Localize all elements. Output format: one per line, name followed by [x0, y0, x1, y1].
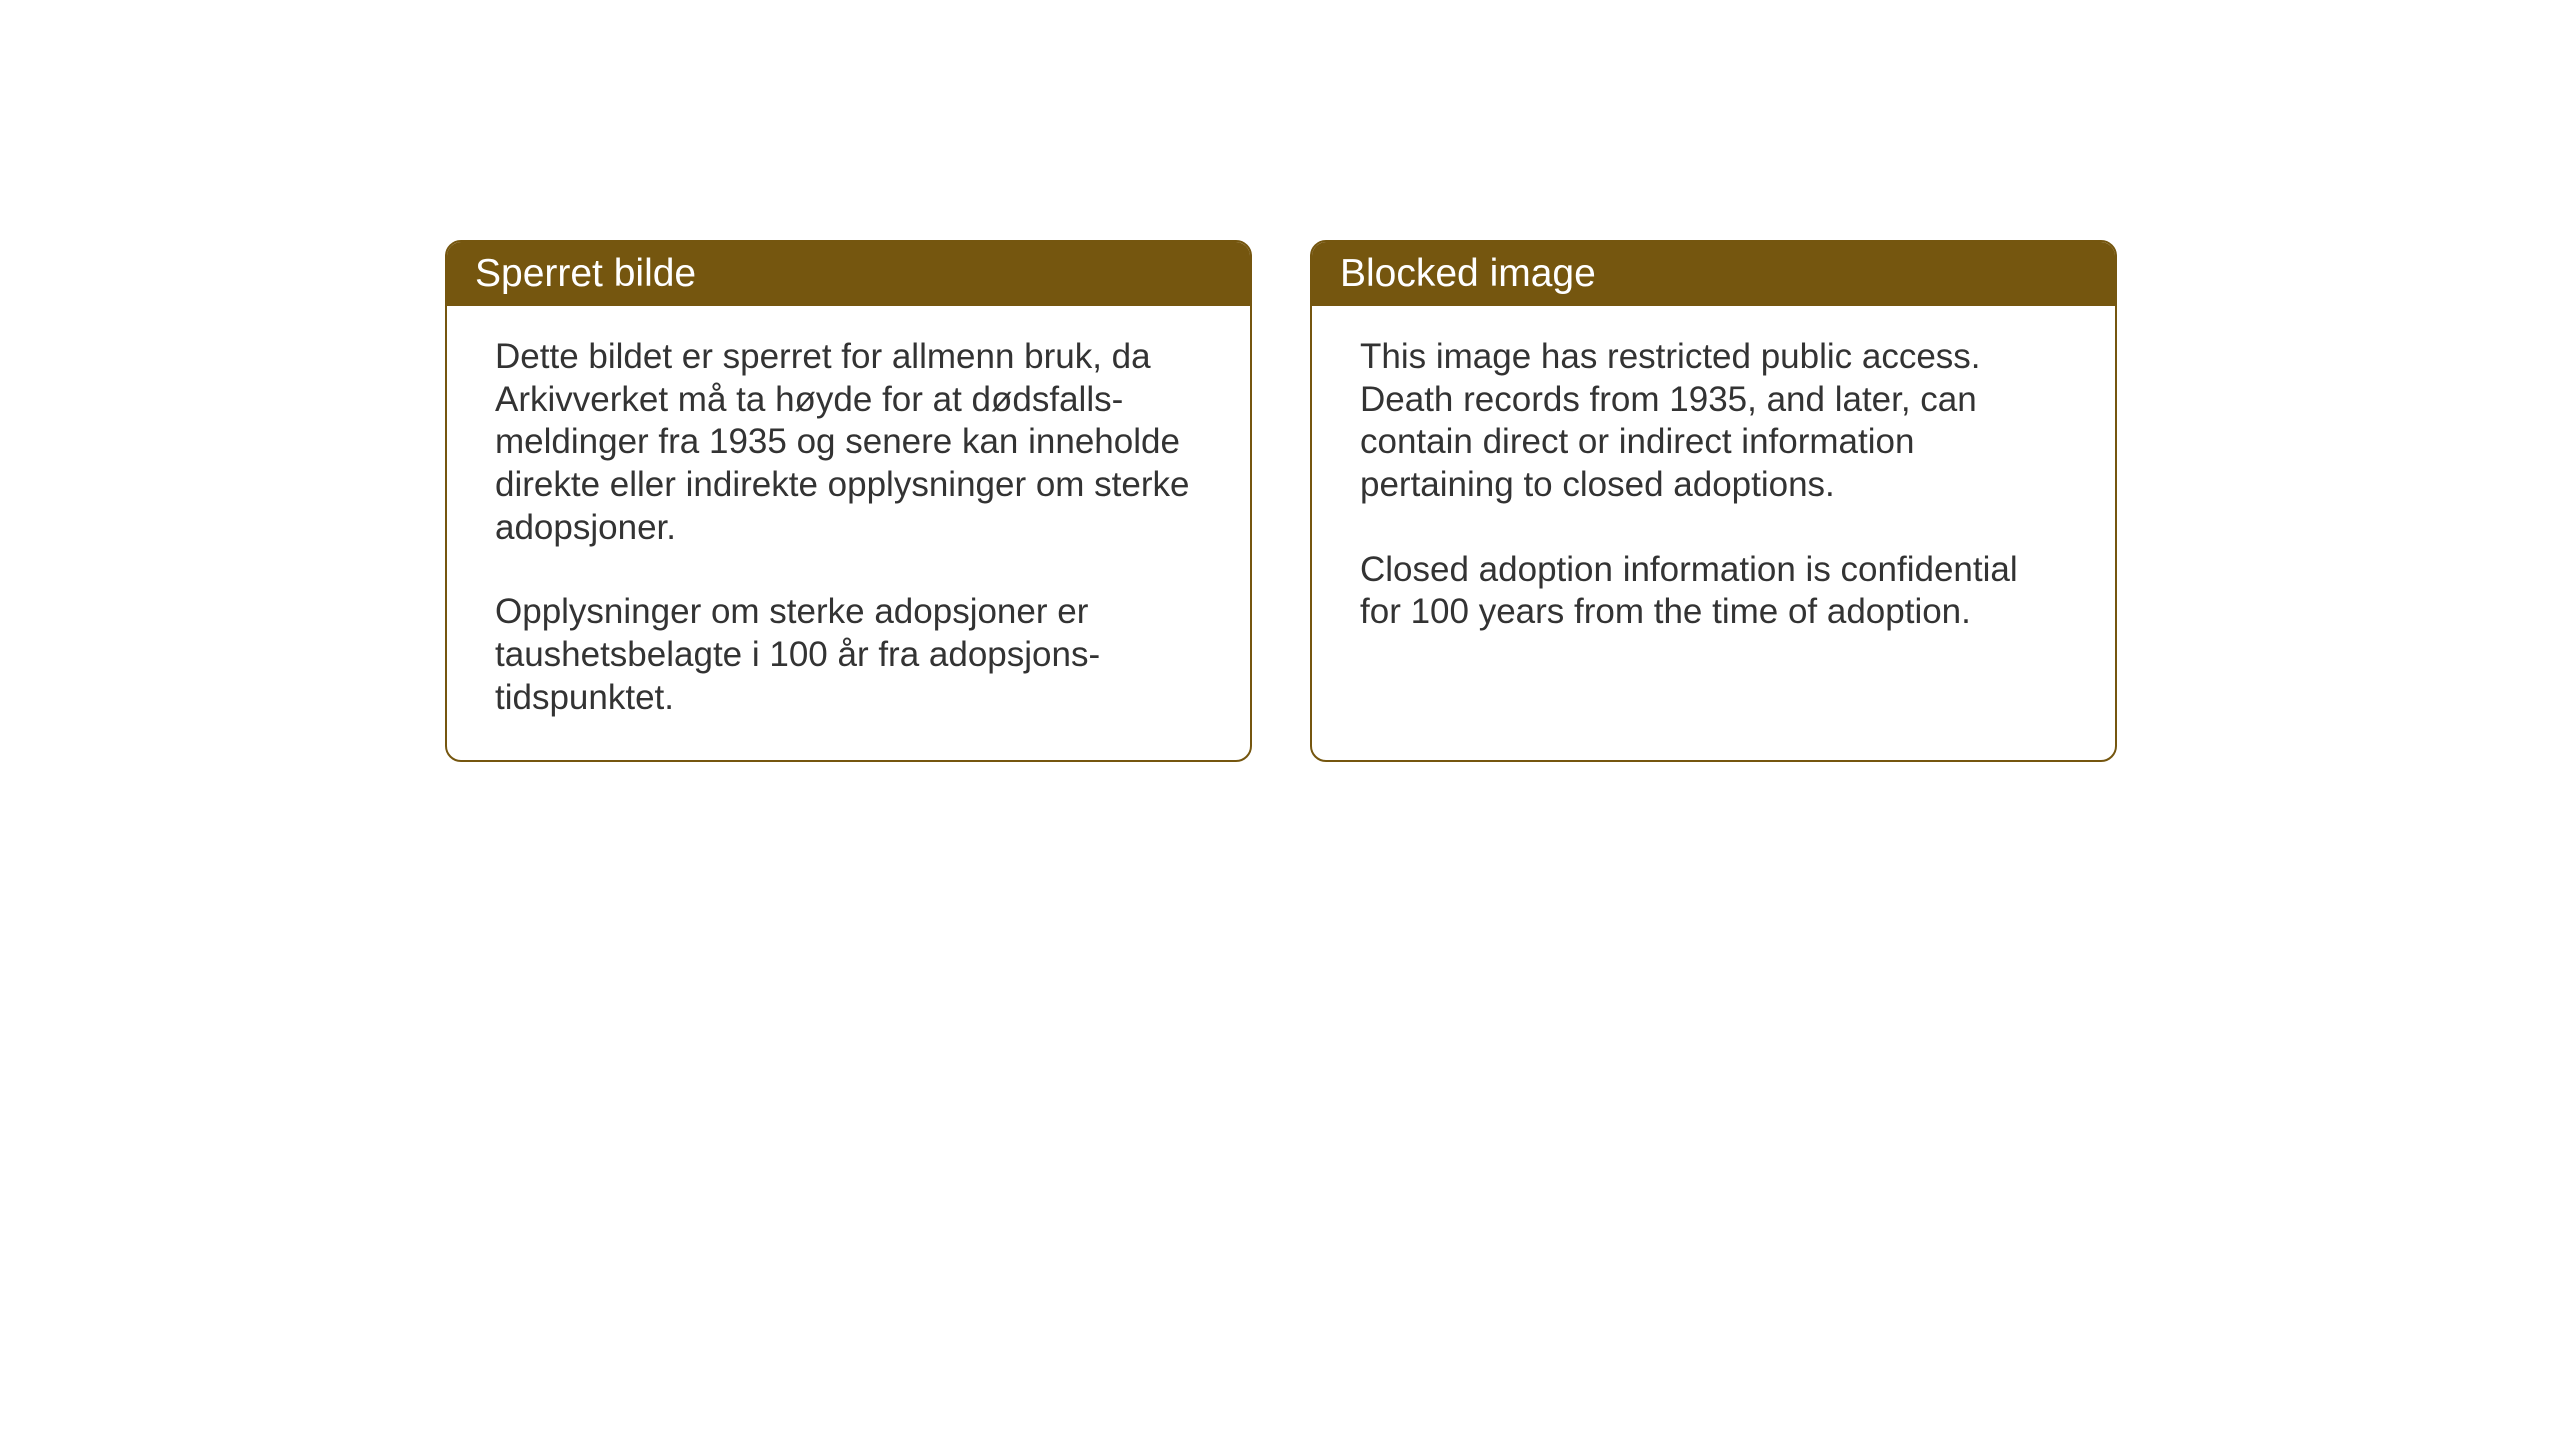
notice-header-english: Blocked image	[1312, 242, 2115, 306]
notice-body-english: This image has restricted public access.…	[1312, 306, 2115, 760]
notice-paragraph-2-norwegian: Opplysninger om sterke adopsjoner er tau…	[495, 591, 1202, 719]
notice-box-english: Blocked image This image has restricted …	[1310, 240, 2117, 762]
notice-title-norwegian: Sperret bilde	[475, 252, 696, 295]
notice-header-norwegian: Sperret bilde	[447, 242, 1250, 306]
notice-paragraph-2-english: Closed adoption information is confident…	[1360, 549, 2067, 634]
notice-body-norwegian: Dette bildet er sperret for allmenn bruk…	[447, 306, 1250, 760]
notice-paragraph-1-english: This image has restricted public access.…	[1360, 336, 2067, 507]
notice-paragraph-1-norwegian: Dette bildet er sperret for allmenn bruk…	[495, 336, 1202, 549]
notice-box-norwegian: Sperret bilde Dette bildet er sperret fo…	[445, 240, 1252, 762]
notices-container: Sperret bilde Dette bildet er sperret fo…	[445, 240, 2117, 762]
notice-title-english: Blocked image	[1340, 252, 1596, 295]
